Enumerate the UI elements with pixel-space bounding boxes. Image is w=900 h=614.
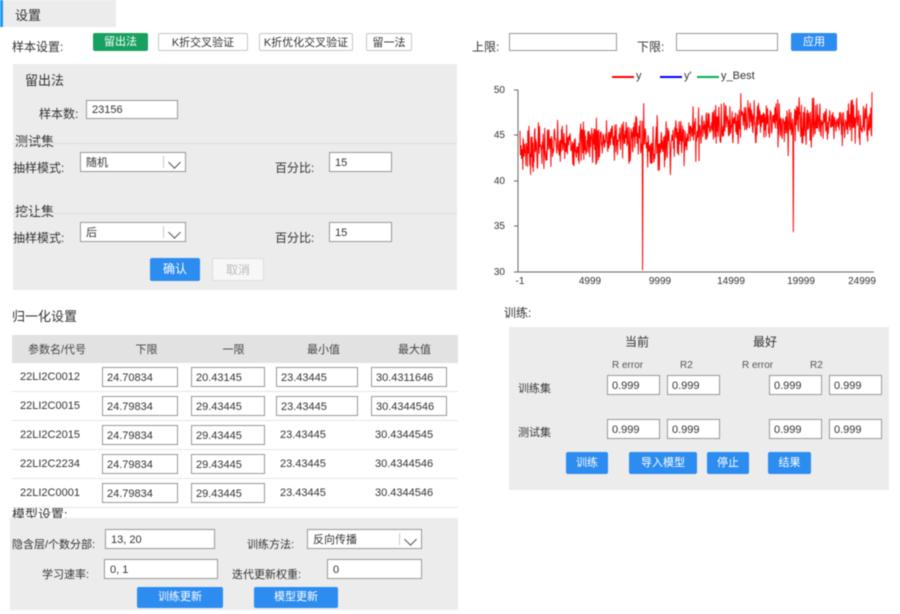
svg-text:45: 45: [494, 130, 506, 141]
svg-text:9999: 9999: [649, 276, 672, 287]
svg-text:40: 40: [494, 176, 506, 187]
svg-text:30: 30: [494, 267, 506, 278]
svg-text:14999: 14999: [717, 276, 745, 287]
svg-text:-1: -1: [516, 276, 525, 287]
svg-text:24999: 24999: [848, 276, 876, 287]
svg-text:35: 35: [494, 221, 506, 232]
svg-text:19999: 19999: [787, 276, 815, 287]
svg-text:4999: 4999: [579, 276, 602, 287]
svg-text:50: 50: [494, 85, 506, 96]
